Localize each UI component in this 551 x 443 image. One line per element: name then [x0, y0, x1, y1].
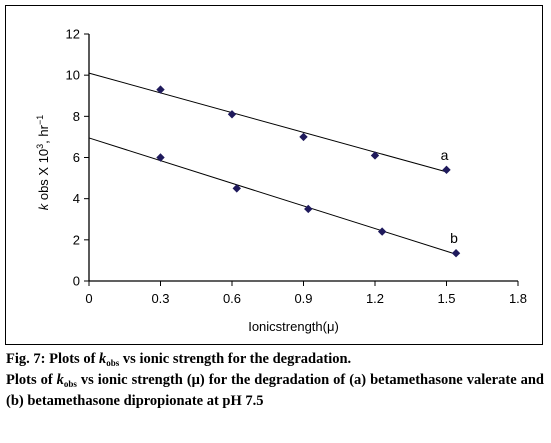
data-points: [156, 85, 461, 258]
y-tick-label: 8: [73, 109, 80, 124]
y-tick-label: 6: [73, 150, 80, 165]
data-point-a: [227, 110, 237, 119]
data-point-b: [156, 153, 165, 162]
data-point-b: [232, 184, 241, 193]
caption-description: Plots of kobs vs ionic strength (μ) for …: [6, 372, 544, 409]
series-label-a: a: [441, 147, 449, 163]
data-point-b: [304, 204, 313, 214]
data-point-b: [377, 227, 387, 236]
series-labels: ab: [441, 147, 459, 246]
x-tick-label: 0.6: [223, 291, 241, 306]
x-axis-ticks: 0 0.3 0.6 0.9 1.2 1.5 1.8: [85, 281, 527, 306]
y-tick-label: 4: [73, 191, 80, 206]
data-point-a: [442, 165, 451, 175]
x-tick-label: 0: [85, 291, 92, 306]
x-tick-label: 1.8: [509, 291, 527, 306]
y-tick-label: 0: [73, 274, 80, 289]
series-label-b: b: [450, 230, 458, 246]
fit-lines: [88, 72, 457, 255]
x-tick-label: 1.5: [437, 291, 455, 306]
y-axis-title: k obs X 103, hr−1: [35, 115, 51, 211]
x-axis-title: Ionicstrength(μ): [248, 319, 339, 334]
y-tick-label: 12: [66, 27, 80, 42]
fit-line-b: [88, 137, 457, 255]
data-point-a: [370, 151, 380, 160]
y-tick-label: 10: [66, 68, 80, 83]
data-point-a: [299, 132, 308, 142]
x-tick-label: 1.2: [366, 291, 384, 306]
x-tick-label: 0.3: [151, 291, 169, 306]
figure-caption: Fig. 7: Plots of kobs vs ionic strength …: [6, 351, 544, 410]
data-point-b: [451, 249, 461, 258]
caption-title: Fig. 7: Plots of kobs vs ionic strength …: [6, 351, 352, 368]
x-tick-label: 0.9: [294, 291, 312, 306]
data-point-a: [156, 85, 165, 94]
y-tick-label: 2: [73, 232, 80, 247]
y-axis-ticks: 0 2 4 6 8 10 12: [66, 27, 89, 289]
fit-line-a: [88, 72, 447, 173]
